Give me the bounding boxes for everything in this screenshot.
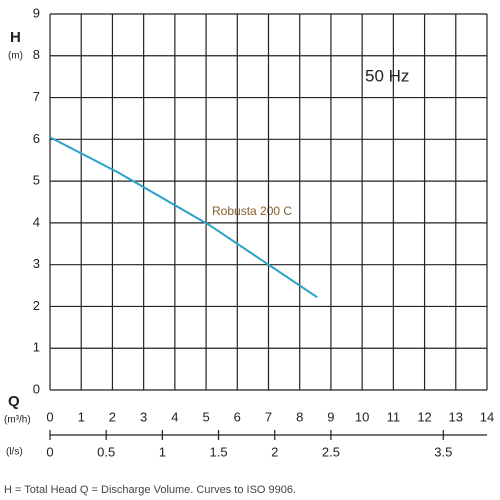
- x-tick-label: 9: [327, 409, 334, 424]
- x-tick-label: 12: [417, 409, 431, 424]
- x2-tick-label: 2.5: [322, 444, 340, 459]
- x-tick-label: 1: [78, 409, 85, 424]
- x-tick-label: 5: [202, 409, 209, 424]
- series-label: Robusta 200 C: [212, 204, 292, 218]
- y-label: H: [10, 29, 21, 46]
- y-tick-label: 3: [33, 256, 40, 271]
- x-unit: (m³/h): [4, 415, 31, 426]
- x-tick-label: 13: [449, 409, 463, 424]
- x2-tick-label: 2: [271, 444, 278, 459]
- x-tick-label: 3: [140, 409, 147, 424]
- y-tick-label: 8: [33, 47, 40, 62]
- x2-tick-label: 0: [46, 444, 53, 459]
- y-tick-label: 9: [33, 5, 40, 20]
- pump-curve: [49, 136, 318, 299]
- y-tick-label: 0: [33, 381, 40, 396]
- x-tick-label: 0: [46, 409, 53, 424]
- y-unit: (m): [8, 51, 23, 62]
- y-tick-label: 4: [33, 214, 40, 229]
- x-tick-label: 11: [387, 409, 401, 424]
- x-tick-label: 4: [171, 409, 178, 424]
- y-tick-label: 1: [33, 340, 40, 355]
- x2-tick-label: 1.5: [210, 444, 228, 459]
- y-tick-label: 7: [33, 89, 40, 104]
- frequency-label: 50 Hz: [365, 66, 409, 85]
- x2-tick-label: 3.5: [434, 444, 452, 459]
- x-tick-label: 2: [109, 409, 116, 424]
- footnote: H = Total Head Q = Discharge Volume. Cur…: [4, 484, 296, 496]
- x-label: Q: [8, 393, 20, 410]
- x-tick-label: 6: [234, 409, 241, 424]
- x-tick-label: 7: [265, 409, 272, 424]
- x-tick-label: 10: [355, 409, 369, 424]
- x-tick-label: 14: [480, 409, 494, 424]
- x2-tick-label: 1: [159, 444, 166, 459]
- x2-unit: (l/s): [6, 447, 23, 458]
- y-tick-label: 5: [33, 173, 40, 188]
- y-tick-label: 2: [33, 298, 40, 313]
- y-tick-label: 6: [33, 131, 40, 146]
- x-tick-label: 8: [296, 409, 303, 424]
- x2-tick-label: 0.5: [97, 444, 115, 459]
